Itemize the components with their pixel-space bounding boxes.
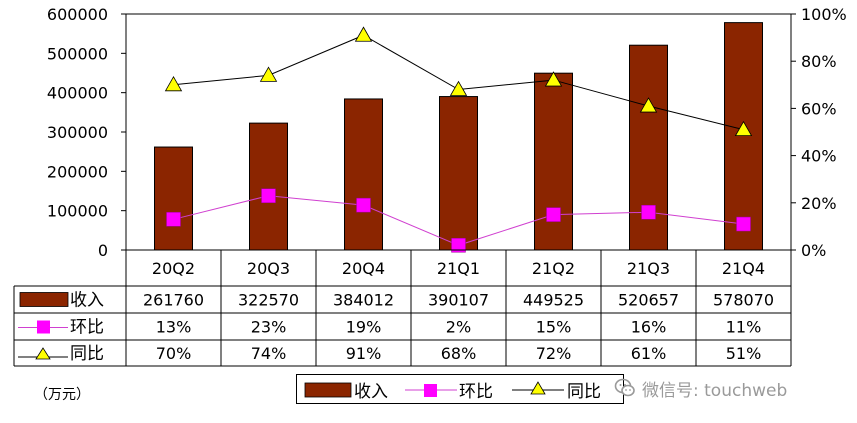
category-label: 20Q2 [152,259,195,278]
table-cell: 68% [441,344,477,363]
bar-revenue [724,22,763,251]
watermark-text: 微信号: touchweb [642,380,788,401]
table-cell: 70% [156,344,192,363]
bar-revenue [439,96,478,251]
point-huanbi [261,188,276,203]
category-label: 21Q1 [437,259,480,278]
table-cell: 19% [346,318,382,337]
left-tick-label: 500000 [47,44,108,63]
right-tick-label: 60% [801,99,837,118]
legend-key-revenue [304,382,352,398]
point-huanbi [451,238,466,253]
bar-revenue [154,146,193,251]
table-cell: 11% [726,318,762,337]
bar-revenue [344,98,383,251]
right-tick-label: 100% [801,5,847,24]
right-tick-label: 40% [801,147,837,166]
table-row-label: 同比 [70,344,104,364]
category-label: 21Q2 [532,259,575,278]
left-tick-label: 200000 [47,162,108,181]
right-tick-label: 80% [801,52,837,71]
point-tongbi [259,66,278,82]
table-cell: 91% [346,344,382,363]
table-cell: 51% [726,344,762,363]
point-huanbi [356,197,371,213]
table-cell: 16% [631,318,667,337]
table-key-tongbi-marker [35,347,51,360]
point-tongbi [639,97,658,113]
legend-label-tongbi: 同比 [567,382,601,402]
point-huanbi [736,216,751,232]
left-tick-label: 300000 [47,123,108,142]
legend: 收入 环比 同比 [296,374,624,404]
category-label: 20Q4 [342,259,385,278]
right-tick-label: 0% [801,241,826,260]
table-cell: 449525 [523,291,584,310]
left-tick-label: 400000 [47,84,108,103]
table-key-huanbi-marker [37,320,50,334]
category-label: 21Q3 [627,259,670,278]
point-tongbi [734,120,753,137]
category-label: 21Q4 [722,259,765,278]
legend-key-tongbi-marker [530,381,546,395]
table-cell: 74% [251,344,287,363]
point-huanbi [641,204,656,220]
point-tongbi [449,80,468,96]
left-tick-label: 600000 [47,5,108,24]
table-cell: 23% [251,318,287,337]
table-row-label: 收入 [70,291,104,311]
table-row-label: 环比 [70,318,104,338]
table-cell: 578070 [713,291,774,310]
category-label: 20Q3 [247,259,290,278]
unit-note: （万元） [34,387,90,403]
legend-key-huanbi-marker [424,384,437,397]
point-huanbi [546,207,561,222]
table-cell: 2% [446,318,471,337]
table-cell: 322570 [238,291,299,310]
bar-revenue [249,122,288,251]
table-cell: 390107 [428,291,489,310]
bar-revenue [534,72,573,251]
point-tongbi [164,75,183,92]
left-tick-label: 100000 [47,202,108,221]
table-cell: 520657 [618,291,679,310]
point-huanbi [166,212,181,227]
table-cell: 61% [631,344,667,363]
wechat-icon [614,378,635,397]
point-tongbi [354,26,373,42]
watermark: 微信号: touchweb [614,376,788,401]
table-key-revenue [19,292,69,307]
table-cell: 261760 [143,291,204,310]
table-cell: 384012 [333,291,394,310]
table-cell: 15% [536,318,572,337]
table-cell: 72% [536,344,572,363]
left-tick-label: 0 [98,241,108,260]
table-cell: 13% [156,318,192,337]
right-tick-label: 20% [801,194,837,213]
legend-label-revenue: 收入 [354,382,388,402]
point-tongbi [544,71,563,87]
legend-label-huanbi: 环比 [459,382,493,402]
